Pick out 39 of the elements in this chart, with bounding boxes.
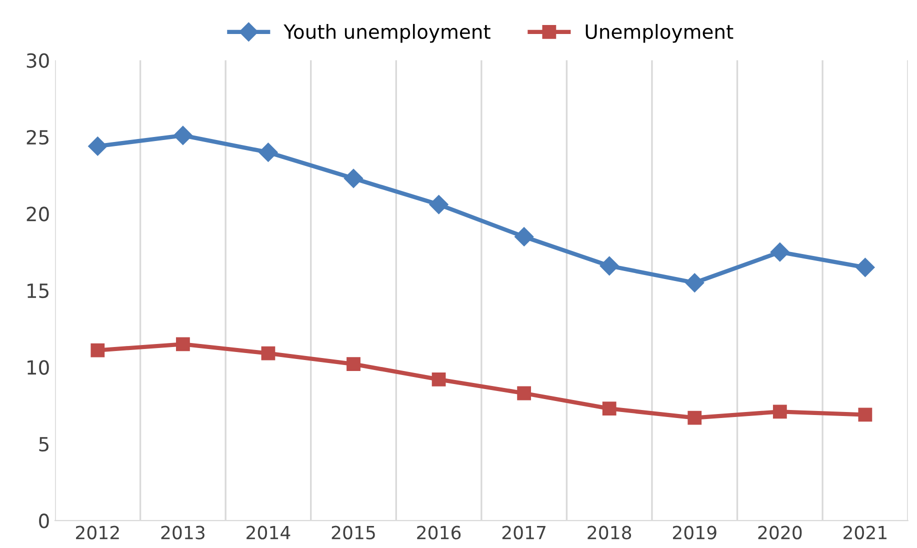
point <box>432 372 446 386</box>
x-tick-label: 2013 <box>161 526 204 540</box>
y-tick-label: 5 <box>39 437 48 452</box>
point <box>429 194 448 214</box>
point <box>258 142 278 162</box>
y-tick-label: 15 <box>28 284 48 298</box>
point <box>261 346 276 360</box>
point <box>688 410 702 425</box>
point <box>346 357 360 372</box>
x-tick-label: 2021 <box>844 526 886 540</box>
x-tick-label: 2012 <box>76 526 119 540</box>
point <box>600 256 619 276</box>
x-tick-label: 2014 <box>246 526 290 540</box>
x-tick-label: 2020 <box>758 526 802 540</box>
point <box>858 408 872 422</box>
x-tick-label: 2017 <box>502 526 546 540</box>
x-tick-label: 2016 <box>417 526 461 540</box>
y-tick-label: 25 <box>26 130 48 145</box>
point <box>856 258 875 277</box>
legend-label: Unemployment <box>586 24 734 43</box>
point <box>602 402 616 416</box>
point <box>90 343 105 358</box>
point <box>344 168 364 188</box>
point <box>173 126 192 145</box>
x-tick-label: 2018 <box>588 526 632 540</box>
x-tick-label: 2015 <box>332 526 375 540</box>
y-tick-label: 10 <box>28 360 49 375</box>
legend-label: Youth unemployment <box>284 24 490 43</box>
x-tick-label: 2019 <box>672 526 716 540</box>
point <box>770 242 790 262</box>
point <box>517 386 532 400</box>
point <box>772 404 787 419</box>
y-tick-label: 20 <box>26 206 49 222</box>
point <box>514 227 534 246</box>
y-tick-label: 0 <box>39 514 49 528</box>
point <box>685 273 704 292</box>
y-tick-label: 30 <box>26 53 49 68</box>
point <box>176 337 190 352</box>
point <box>88 136 108 156</box>
